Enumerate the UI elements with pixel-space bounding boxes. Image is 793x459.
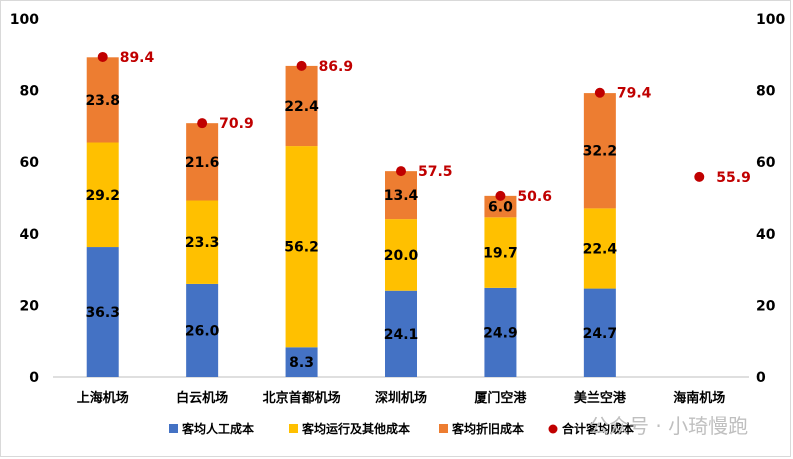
bar-segment-1-2	[285, 146, 318, 348]
bar-segment-0-3	[385, 290, 417, 377]
bar-segment-0-2	[285, 347, 318, 377]
y-tick-label-4: 80	[20, 84, 40, 100]
y-tick-label-2: 40	[20, 227, 40, 243]
segment-value-label-0-4: 24.9	[483, 325, 518, 341]
total-point-6	[694, 171, 705, 182]
bar-segment-2-0	[86, 57, 119, 143]
category-label-1: 白云机场	[176, 390, 228, 406]
bar-segment-2-1	[186, 123, 219, 201]
legend-label-0: 客均人工成本	[181, 421, 254, 436]
y2-tick-label-3: 60	[756, 155, 776, 171]
axes: 0 20 40 60 80 100 0 20 40 60 80 100	[10, 12, 786, 386]
segment-value-label-1-3: 20.0	[384, 248, 419, 264]
y-tick-label-5: 100	[10, 12, 39, 28]
category-label-6: 海南机场	[673, 390, 725, 406]
bar-segment-0-5	[583, 288, 616, 377]
bar-segment-0-0	[86, 247, 119, 377]
watermark-text: 公众号 · 小琦慢跑	[589, 414, 748, 438]
category-label-3: 深圳机场	[375, 390, 427, 406]
segment-value-label-1-5: 22.4	[583, 241, 618, 257]
legend-swatch-0	[169, 424, 178, 433]
total-point-3	[396, 166, 406, 177]
legend: 客均人工成本 客均运行及其他成本 客均折旧成本 合计客均成本	[169, 421, 634, 436]
total-value-label-4: 50.6	[517, 189, 552, 205]
segment-labels: 36.3 29.2 23.8 26.0 23.3 21.6 8.3 56.2 22.4 24.1 2…	[85, 93, 617, 371]
total-point-5	[594, 87, 605, 98]
segment-value-label-0-1: 26.0	[185, 323, 220, 339]
segment-value-label-0-2: 8.3	[289, 355, 314, 371]
legend-label-2: 客均折旧成本	[451, 421, 524, 436]
y2-tick-label-5: 100	[756, 12, 785, 28]
total-point-0	[97, 51, 108, 62]
category-labels: 上海机场 白云机场 北京首都机场 深圳机场 厦门空港 美兰空港 海南机场	[77, 390, 726, 406]
segment-value-label-1-0: 29.2	[85, 188, 120, 204]
legend-label-1: 客均运行及其他成本	[301, 421, 410, 436]
category-label-5: 美兰空港	[574, 390, 627, 406]
y2-tick-label-4: 80	[756, 84, 776, 100]
total-value-label-2: 86.9	[319, 59, 354, 75]
category-label-2: 北京首都机场	[263, 390, 341, 406]
bar-segment-0-1	[186, 283, 219, 377]
legend-marker-3	[548, 424, 558, 434]
y-tick-label-3: 60	[20, 155, 40, 171]
legend-swatch-2	[439, 424, 448, 433]
legend-label-3: 合计客均成本	[562, 421, 634, 436]
bar-segment-2-3	[385, 171, 417, 220]
total-value-label-1: 70.9	[219, 116, 254, 132]
total-value-label-6: 55.9	[716, 170, 751, 186]
bar-segment-0-4	[484, 287, 517, 377]
bar-segment-1-0	[86, 142, 119, 248]
bar-segment-1-1	[186, 200, 219, 284]
total-value-label-5: 79.4	[617, 86, 652, 102]
y2-tick-label-2: 40	[756, 227, 776, 243]
segment-value-label-2-3: 13.4	[384, 188, 419, 204]
segment-value-label-2-0: 23.8	[85, 93, 120, 109]
bar-segment-1-4	[484, 217, 517, 288]
total-points: 89.4 70.9 86.9 57.5 50.6 79.4 55.9	[97, 50, 751, 205]
total-point-2	[296, 60, 307, 71]
total-point-1	[197, 118, 208, 129]
segment-value-label-2-2: 22.4	[284, 99, 319, 115]
bar-segment-2-2	[285, 65, 318, 147]
y2-tick-label-1: 20	[756, 298, 776, 314]
segment-value-label-2-4: 6.0	[488, 200, 513, 216]
segment-value-label-0-0: 36.3	[85, 305, 120, 321]
category-label-0: 上海机场	[77, 390, 129, 406]
segment-value-label-2-5: 32.2	[583, 144, 618, 160]
bars	[86, 57, 616, 377]
total-value-label-0: 89.4	[120, 50, 155, 66]
total-value-label-3: 57.5	[418, 164, 453, 180]
segment-value-label-0-5: 24.7	[583, 326, 618, 342]
bar-segment-1-5	[583, 208, 616, 289]
y-tick-label-1: 20	[20, 298, 40, 314]
bar-segment-2-4	[484, 195, 517, 218]
segment-value-label-1-1: 23.3	[185, 235, 220, 251]
segment-value-label-0-3: 24.1	[384, 327, 419, 343]
segment-value-label-1-2: 56.2	[284, 240, 319, 256]
total-point-4	[495, 190, 506, 201]
y-tick-label-0: 0	[29, 370, 39, 386]
y2-tick-label-0: 0	[756, 370, 766, 386]
bar-segment-1-3	[385, 219, 417, 291]
segment-value-label-2-1: 21.6	[185, 155, 220, 171]
category-label-4: 厦门空港	[474, 390, 527, 406]
segment-value-label-1-4: 19.7	[483, 246, 518, 262]
bar-segment-2-5	[583, 93, 616, 209]
legend-swatch-1	[289, 424, 298, 433]
